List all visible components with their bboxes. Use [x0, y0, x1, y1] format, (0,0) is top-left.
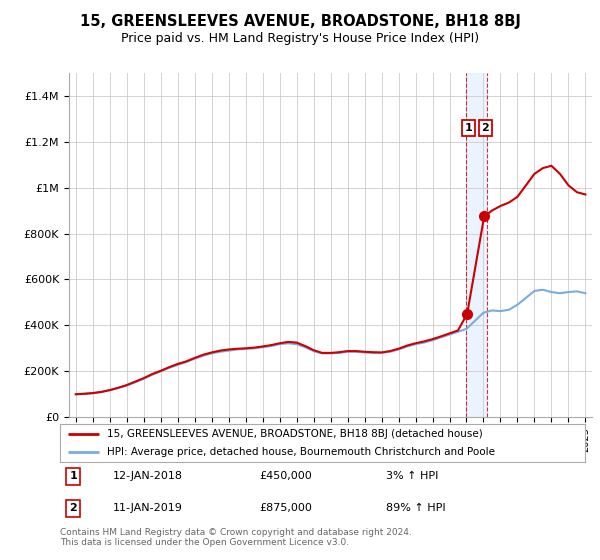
Text: Contains HM Land Registry data © Crown copyright and database right 2024.
This d: Contains HM Land Registry data © Crown c… — [60, 528, 412, 547]
Bar — [466, 73, 487, 417]
Text: 15, GREENSLEEVES AVENUE, BROADSTONE, BH18 8BJ (detached house): 15, GREENSLEEVES AVENUE, BROADSTONE, BH1… — [107, 429, 483, 439]
Text: 89% ↑ HPI: 89% ↑ HPI — [386, 503, 445, 514]
Text: £450,000: £450,000 — [260, 472, 312, 482]
Text: 2: 2 — [481, 123, 489, 133]
Text: 11-JAN-2019: 11-JAN-2019 — [113, 503, 182, 514]
Text: Price paid vs. HM Land Registry's House Price Index (HPI): Price paid vs. HM Land Registry's House … — [121, 32, 479, 45]
Text: 1: 1 — [464, 123, 472, 133]
Text: HPI: Average price, detached house, Bournemouth Christchurch and Poole: HPI: Average price, detached house, Bour… — [107, 447, 495, 457]
Text: 15, GREENSLEEVES AVENUE, BROADSTONE, BH18 8BJ: 15, GREENSLEEVES AVENUE, BROADSTONE, BH1… — [80, 14, 520, 29]
Text: 1: 1 — [69, 472, 77, 482]
Text: 2: 2 — [69, 503, 77, 514]
Text: 3% ↑ HPI: 3% ↑ HPI — [386, 472, 438, 482]
Text: 12-JAN-2018: 12-JAN-2018 — [113, 472, 182, 482]
Text: £875,000: £875,000 — [260, 503, 313, 514]
